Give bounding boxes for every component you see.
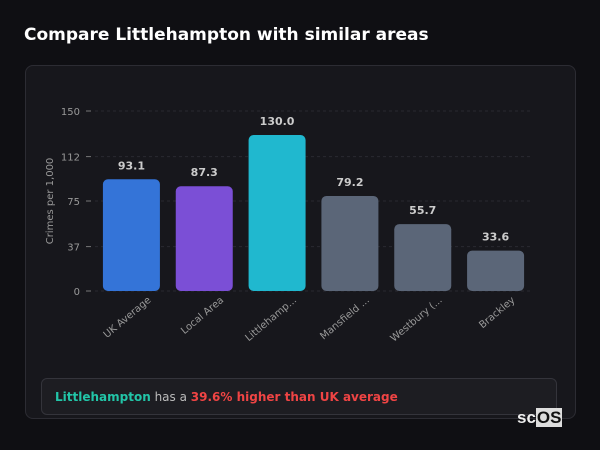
x-tick-label: UK Average [102, 295, 154, 341]
bar [248, 135, 306, 291]
summary-comparison: 39.6% higher than UK average [190, 390, 398, 404]
bar [394, 224, 452, 291]
bar-value-label: 87.3 [191, 166, 218, 179]
bar-value-label: 55.7 [409, 204, 436, 217]
bar-value-label: 130.0 [260, 115, 295, 128]
y-tick-label: 150 [61, 107, 80, 118]
bar [321, 195, 379, 291]
x-tick-label: Mansfield ... [318, 295, 372, 342]
y-tick-label: 0 [74, 287, 80, 298]
y-tick-label: 37 [67, 243, 80, 254]
x-tick-label: Littlehamp... [244, 295, 299, 344]
summary-middle: has a [154, 390, 187, 404]
y-tick-label: 112 [61, 153, 80, 164]
summary-area: Littlehampton [55, 390, 151, 404]
bar [175, 186, 233, 291]
bar-value-label: 33.6 [482, 231, 509, 244]
x-tick-label: Westbury (... [389, 295, 445, 345]
y-axis-label: Crimes per 1,000 [45, 158, 56, 245]
page-title: Compare Littlehampton with similar areas [24, 25, 429, 45]
bar-value-label: 93.1 [118, 159, 145, 172]
bar [467, 250, 525, 291]
bar-value-label: 79.2 [336, 176, 363, 189]
comparison-summary: Littlehampton has a 39.6% higher than UK… [41, 378, 557, 415]
watermark-logo: scOS [517, 408, 563, 427]
bar [102, 179, 160, 291]
y-tick-label: 75 [67, 197, 80, 208]
x-tick-label: Local Area [179, 295, 226, 337]
x-tick-label: Brackley [477, 295, 517, 331]
